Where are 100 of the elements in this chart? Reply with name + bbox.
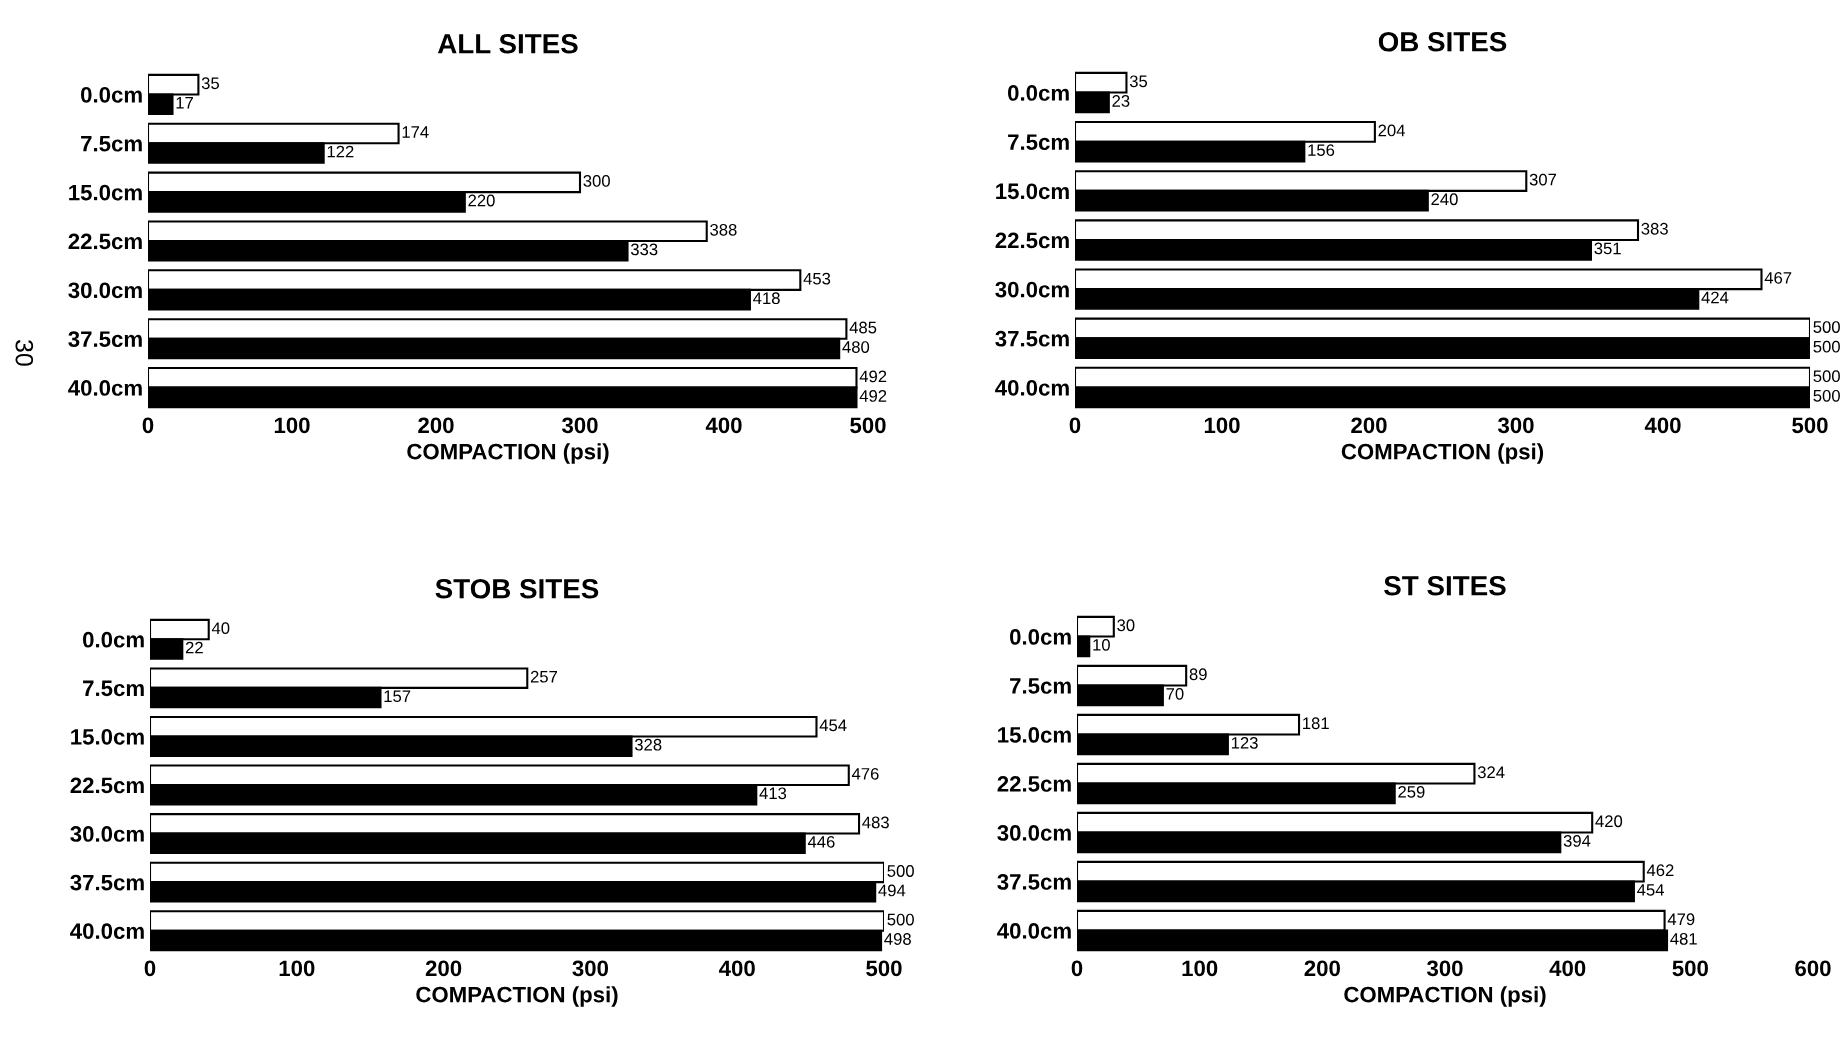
data-label: 420 [1595,815,1623,828]
x-tick-label: 400 [1549,960,1586,977]
y-tick-label: 30.0cm [997,825,1071,841]
x-tick-label: 0 [1069,417,1081,434]
data-label: 494 [878,884,906,897]
y-tick-label: 40.0cm [70,923,144,939]
data-label: 500 [1813,321,1840,333]
data-label: 492 [859,390,887,402]
x-tick-label: 0 [144,960,156,977]
x-axis-title: COMPACTION (psi) [1344,986,1546,1007]
x-tick-label: 100 [274,417,310,434]
data-label: 480 [842,341,870,353]
x-tick-label: 500 [1672,960,1708,977]
x-tick-label: 500 [850,417,886,434]
x-tick-label: 200 [1351,417,1387,434]
x-tick-label: 400 [719,960,755,977]
x-tick-label: 0 [142,417,154,434]
data-label: 240 [1431,193,1458,206]
data-label: 462 [1646,864,1674,877]
x-tick-label: 500 [866,960,902,977]
y-tick-label: 22.5cm [995,232,1069,249]
chart-title: ALL SITES [437,33,578,54]
x-tick-label: 300 [561,417,598,434]
y-tick-label: 30.0cm [995,281,1069,298]
y-tick-label: 37.5cm [997,874,1071,890]
y-tick-label: 7.5cm [81,136,142,152]
x-tick-label: 300 [572,960,609,977]
y-tick-label: 40.0cm [997,923,1071,939]
x-tick-label: 300 [1497,417,1534,434]
data-label: 204 [1378,124,1405,137]
data-label: 22 [185,641,203,654]
x-tick-label: 600 [1795,960,1831,977]
y-tick-label: 0.0cm [83,631,144,648]
data-label: 454 [1637,884,1664,896]
data-label: 453 [803,272,831,285]
data-label: 388 [710,223,737,236]
y-tick-label: 7.5cm [1008,134,1069,150]
data-label: 40 [211,622,230,635]
chart-title: ST SITES [1384,575,1506,596]
data-label: 351 [1594,242,1621,255]
x-tick-label: 200 [1304,960,1340,977]
y-tick-label: 37.5cm [995,330,1069,347]
y-tick-label: 30.0cm [70,826,144,842]
data-label: 220 [468,194,495,207]
data-label: 89 [1189,668,1207,681]
x-tick-label: 500 [1792,417,1828,434]
y-tick-label: 15.0cm [69,184,142,201]
y-tick-label: 15.0cm [998,727,1071,743]
data-label: 23 [1112,95,1130,107]
x-tick-label: 400 [1644,417,1681,434]
data-label: 467 [1764,271,1792,284]
data-label: 485 [849,321,877,334]
data-label: 259 [1398,785,1425,798]
y-tick-label: 0.0cm [1010,629,1071,645]
data-label: 498 [884,933,911,945]
data-label: 500 [887,865,914,877]
data-label: 122 [327,145,354,158]
y-tick-label: 15.0cm [71,728,144,745]
x-tick-label: 100 [279,960,315,977]
y-tick-label: 30.0cm [68,282,142,299]
data-label: 476 [851,767,879,780]
y-tick-label: 37.5cm [68,331,142,348]
data-label: 156 [1308,144,1335,157]
data-label: 446 [807,835,835,848]
y-tick-label: 22.5cm [70,777,144,794]
data-label: 35 [1129,75,1148,88]
y-tick-label: 7.5cm [1010,678,1071,694]
x-tick-label: 0 [1071,960,1083,977]
x-axis-title: COMPACTION (psi) [416,986,618,1007]
y-tick-label: 40.0cm [995,379,1069,396]
x-tick-label: 200 [425,960,462,977]
y-tick-label: 15.0cm [996,183,1069,200]
data-label: 307 [1529,173,1557,186]
data-label: 500 [887,913,914,926]
data-label: 35 [201,77,220,90]
data-label: 500 [1813,340,1840,353]
data-label: 483 [862,816,889,829]
data-label: 174 [402,126,429,138]
y-tick-label: 0.0cm [1008,85,1069,101]
data-label: 481 [1670,932,1697,945]
data-label: 500 [1813,370,1840,383]
data-label: 424 [1701,291,1729,304]
data-label: 383 [1641,222,1668,235]
y-tick-label: 22.5cm [997,776,1071,792]
x-tick-label: 300 [1426,960,1463,977]
data-label: 30 [1117,619,1135,632]
data-label: 492 [859,370,887,383]
data-label: 10 [1093,638,1110,651]
y-tick-label: 22.5cm [68,233,142,250]
data-label: 257 [530,670,558,683]
data-label: 181 [1303,717,1329,730]
chart-title: STOB SITES [435,578,599,599]
y-tick-label: 37.5cm [70,874,144,891]
y-tick-label: 7.5cm [83,680,144,697]
x-tick-label: 100 [1182,960,1218,977]
data-label: 333 [630,243,658,256]
x-tick-label: 200 [418,417,454,434]
data-label: 479 [1667,913,1695,926]
data-label: 157 [384,690,411,703]
data-label: 394 [1563,834,1591,847]
